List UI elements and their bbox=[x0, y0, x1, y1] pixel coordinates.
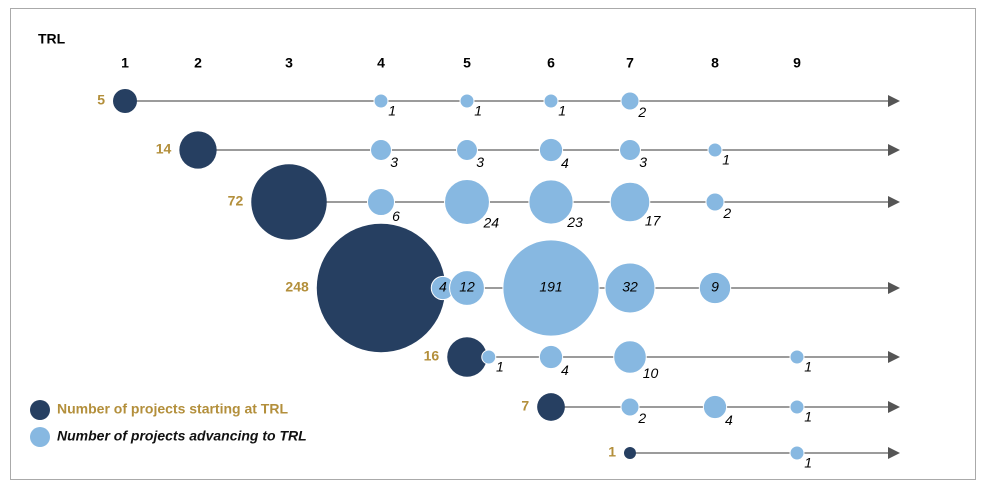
legend-label: Number of projects advancing to TRL bbox=[57, 428, 307, 444]
advance-label: 1 bbox=[474, 103, 482, 119]
x-tick-label: 1 bbox=[121, 55, 129, 71]
advance-label: 17 bbox=[645, 213, 662, 229]
start-bubble bbox=[447, 337, 487, 377]
start-label: 1 bbox=[608, 444, 616, 460]
advance-bubble bbox=[698, 271, 732, 305]
advance-label: 32 bbox=[622, 279, 638, 295]
arrow-head bbox=[888, 282, 900, 294]
arrow-head bbox=[888, 144, 900, 156]
advance-label: 4 bbox=[439, 279, 447, 295]
advance-bubble bbox=[613, 340, 647, 374]
x-tick-label: 8 bbox=[711, 55, 719, 71]
advance-bubble bbox=[707, 142, 723, 158]
advance-label: 1 bbox=[804, 455, 812, 471]
advance-bubble bbox=[705, 192, 725, 212]
arrow-head bbox=[888, 447, 900, 459]
arrow-head bbox=[888, 196, 900, 208]
advance-label: 2 bbox=[637, 104, 646, 120]
axis-title: TRL bbox=[38, 31, 66, 47]
arrow-head bbox=[888, 351, 900, 363]
arrow-head bbox=[888, 95, 900, 107]
advance-label: 1 bbox=[722, 152, 730, 168]
advance-bubble bbox=[528, 179, 574, 225]
start-bubble bbox=[179, 131, 217, 169]
x-tick-label: 5 bbox=[463, 55, 471, 71]
start-label: 248 bbox=[285, 279, 309, 295]
advance-label: 6 bbox=[392, 208, 400, 224]
advance-bubble bbox=[444, 179, 490, 225]
start-label: 14 bbox=[156, 141, 172, 157]
advance-label: 1 bbox=[804, 359, 812, 375]
advance-bubble bbox=[702, 394, 728, 420]
x-tick-label: 2 bbox=[194, 55, 202, 71]
start-bubble bbox=[113, 89, 137, 113]
advance-label: 12 bbox=[459, 279, 475, 295]
advance-bubble bbox=[370, 139, 392, 161]
advance-label: 4 bbox=[561, 155, 569, 171]
legend-label: Number of projects starting at TRL bbox=[57, 401, 288, 417]
advance-label: 191 bbox=[539, 279, 562, 295]
legend-swatch bbox=[30, 400, 50, 420]
advance-bubble bbox=[789, 399, 805, 415]
advance-label: 4 bbox=[561, 362, 569, 378]
legend-swatch bbox=[30, 427, 50, 447]
advance-label: 1 bbox=[496, 359, 504, 375]
advance-label: 1 bbox=[804, 409, 812, 425]
start-bubble bbox=[316, 223, 446, 353]
x-tick-label: 7 bbox=[626, 55, 634, 71]
advance-label: 3 bbox=[390, 154, 398, 170]
advance-bubble bbox=[366, 187, 396, 217]
advance-bubble bbox=[456, 139, 478, 161]
advance-label: 1 bbox=[558, 103, 566, 119]
start-label: 7 bbox=[521, 398, 529, 414]
advance-bubble bbox=[449, 270, 485, 306]
frame bbox=[10, 8, 976, 480]
advance-bubble bbox=[459, 93, 475, 109]
x-tick-label: 9 bbox=[793, 55, 801, 71]
advance-bubble bbox=[543, 93, 559, 109]
advance-label: 4 bbox=[725, 412, 733, 428]
start-bubble bbox=[251, 164, 327, 240]
advance-bubble bbox=[789, 445, 805, 461]
advance-bubble bbox=[538, 137, 564, 163]
start-bubble bbox=[537, 393, 565, 421]
start-label: 72 bbox=[228, 193, 244, 209]
advance-label: 10 bbox=[643, 365, 659, 381]
arrow-head bbox=[888, 401, 900, 413]
advance-label: 9 bbox=[711, 279, 719, 295]
advance-bubble bbox=[789, 349, 805, 365]
advance-bubble bbox=[620, 397, 640, 417]
advance-bubble bbox=[538, 344, 564, 370]
x-tick-label: 4 bbox=[377, 55, 385, 71]
advance-bubble bbox=[481, 349, 497, 365]
x-tick-label: 6 bbox=[547, 55, 555, 71]
x-tick-label: 3 bbox=[285, 55, 293, 71]
advance-label: 2 bbox=[637, 410, 646, 426]
advance-label: 1 bbox=[388, 103, 396, 119]
advance-label: 23 bbox=[566, 214, 583, 230]
advance-label: 2 bbox=[722, 205, 731, 221]
start-label: 16 bbox=[424, 348, 440, 364]
start-label: 5 bbox=[97, 92, 105, 108]
start-bubble bbox=[624, 447, 636, 459]
advance-bubble bbox=[620, 91, 640, 111]
advance-bubble bbox=[609, 181, 651, 223]
advance-label: 3 bbox=[476, 154, 484, 170]
advance-label: 3 bbox=[639, 154, 647, 170]
advance-bubble bbox=[604, 262, 656, 314]
advance-bubble bbox=[619, 139, 641, 161]
advance-bubble bbox=[502, 239, 600, 337]
advance-bubble bbox=[373, 93, 389, 109]
advance-label: 24 bbox=[482, 214, 499, 230]
